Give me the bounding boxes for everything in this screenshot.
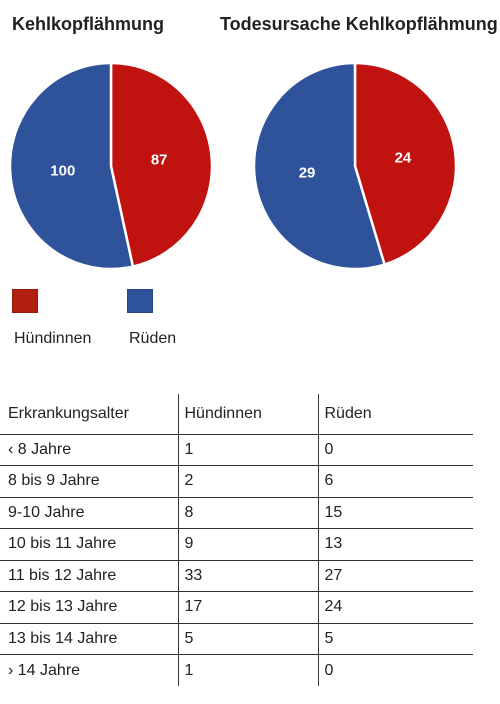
- pie-chart-todesursache: 24 29: [252, 61, 458, 271]
- table-header-females: Hündinnen: [177, 394, 318, 435]
- table-row: ‹ 8 Jahre 1 0: [0, 434, 473, 466]
- pie-slice-rueden: [252, 61, 387, 271]
- table-cell-age: 13 bis 14 Jahre: [0, 623, 178, 655]
- table-header-males: Rüden: [317, 394, 473, 435]
- age-table: Erkrankungsalter Hündinnen Rüden ‹ 8 Jah…: [0, 394, 473, 686]
- table-row: 13 bis 14 Jahre 5 5: [0, 623, 473, 655]
- pie-slice-huendinnen: [353, 61, 458, 267]
- pie-value-label: 29: [299, 164, 316, 181]
- pie-value-label: 100: [50, 162, 75, 179]
- table-header-age: Erkrankungsalter: [0, 394, 178, 435]
- table-cell-males: 5: [317, 623, 473, 655]
- table-cell-males: 6: [317, 465, 473, 498]
- legend-swatch-huendinnen: [12, 289, 38, 313]
- table-row: 9-10 Jahre 8 15: [0, 497, 473, 529]
- table-cell-females: 5: [177, 623, 318, 655]
- table-cell-age: › 14 Jahre: [8, 661, 81, 679]
- pie-slice-rueden: [8, 61, 135, 271]
- table-row: 10 bis 11 Jahre 9 13: [0, 528, 473, 561]
- table-cell-males: 27: [317, 560, 473, 592]
- pie-chart-kehlkopflaehmung: 87 100: [8, 61, 214, 271]
- table-cell-females: 1: [177, 434, 318, 466]
- table-cell-females: 33: [177, 560, 318, 592]
- chart-title-kehlkopflaehmung: Kehlkopflähmung: [12, 14, 164, 34]
- pie-value-label: 24: [395, 150, 412, 167]
- legend-swatch-rueden: [127, 289, 153, 313]
- legend-label-rueden: Rüden: [129, 330, 177, 347]
- chart-title-todesursache: Todesursache Kehlkopflähmung: [220, 14, 498, 34]
- table-cell-females: 9: [177, 528, 318, 561]
- legend-label-huendinnen: Hündinnen: [14, 330, 92, 347]
- table-cell-females: 1: [177, 654, 318, 686]
- table-cell-females: 17: [177, 591, 318, 624]
- table-cell-females: 2: [177, 465, 318, 498]
- table-cell-males: 24: [317, 591, 473, 624]
- table-header-row: Erkrankungsalter Hündinnen Rüden: [0, 394, 473, 435]
- table-cell-age: ‹ 8 Jahre: [0, 434, 178, 466]
- table-cell-age: 8 bis 9 Jahre: [0, 465, 178, 498]
- table-cell-males: 0: [317, 434, 473, 466]
- table-cell-males: 13: [317, 528, 473, 561]
- table-cell-males: 0: [317, 654, 473, 686]
- table-cell-females: 8: [177, 497, 318, 529]
- pie-slice-huendinnen: [109, 61, 214, 269]
- table-row: 8 bis 9 Jahre 2 6: [0, 465, 473, 498]
- table-row: › 14 Jahre 1 0: [0, 654, 473, 686]
- pie-value-label: 87: [151, 152, 168, 169]
- table-row: 12 bis 13 Jahre 17 24: [0, 591, 473, 624]
- table-cell-age: 10 bis 11 Jahre: [0, 528, 178, 561]
- table-cell-age: 9-10 Jahre: [0, 497, 178, 529]
- table-cell-males: 15: [317, 497, 473, 529]
- table-cell-age: 12 bis 13 Jahre: [0, 591, 178, 624]
- table-row: 11 bis 12 Jahre 33 27: [0, 560, 473, 592]
- table-cell-age: 11 bis 12 Jahre: [0, 560, 178, 592]
